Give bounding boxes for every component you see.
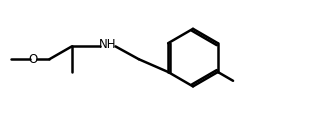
Text: O: O [29, 53, 38, 66]
Text: NH: NH [99, 38, 116, 51]
